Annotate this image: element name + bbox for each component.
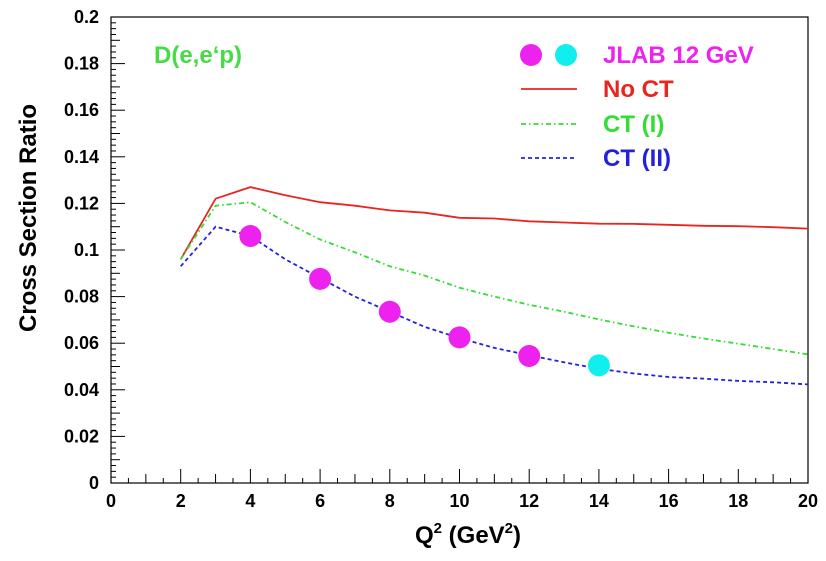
x-tick-label: 20: [798, 491, 818, 511]
legend-label-no-ct: No CT: [603, 76, 674, 103]
y-tick-label: 0.12: [64, 193, 99, 213]
y-tick-label: 0.08: [64, 287, 99, 307]
y-tick-label: 0.14: [64, 147, 99, 167]
y-axis-ticks: 0 0.02 0.04 0.06 0.08 0.1 0.12 0.14 0.16 0.18 0.2: [64, 7, 125, 493]
y-tick-label: 0.02: [64, 426, 99, 446]
legend-marker-jlab-magenta: [520, 44, 542, 66]
data-points: [239, 225, 610, 377]
x-tick-label: 8: [385, 491, 395, 511]
legend-label-ct-i: CT (I): [603, 111, 664, 138]
y-tick-label: 0.06: [64, 333, 99, 353]
y-axis-title: Cross Section Ratio: [15, 104, 42, 332]
legend-marker-jlab-cyan: [555, 44, 577, 66]
y-tick-label: 0: [89, 473, 99, 493]
y-tick-label: 0.04: [64, 380, 99, 400]
legend-label-jlab: JLAB 12 GeV: [603, 42, 754, 69]
x-tick-label: 18: [728, 491, 748, 511]
x-axis-title: Q2 (GeV2): [415, 520, 521, 549]
x-tick-label: 4: [245, 491, 255, 511]
series-line-1: [179, 201, 809, 356]
x-tick-label: 0: [106, 491, 116, 511]
series-lines: [179, 186, 809, 386]
y-tick-label: 0.18: [64, 54, 99, 74]
y-tick-label: 0.1: [74, 240, 99, 260]
x-tick-label: 10: [449, 491, 469, 511]
legend: JLAB 12 GeV No CT CT (I) CT (II): [520, 42, 754, 172]
reaction-label: D(e,e‘p): [154, 42, 242, 69]
x-tick-label: 16: [659, 491, 679, 511]
series-line-2: [180, 225, 809, 386]
x-tick-label: 12: [519, 491, 539, 511]
y-tick-label: 0.2: [74, 7, 99, 27]
series-line-0: [179, 186, 809, 260]
legend-label-ct-ii: CT (II): [603, 145, 671, 172]
plot-frame: [110, 16, 809, 484]
x-tick-label: 2: [176, 491, 186, 511]
x-tick-label: 14: [589, 491, 609, 511]
x-axis-ticks: 0 2 4 6 8 10 12 14 16 18 20: [106, 469, 818, 511]
y-tick-label: 0.16: [64, 100, 99, 120]
x-tick-label: 6: [315, 491, 325, 511]
